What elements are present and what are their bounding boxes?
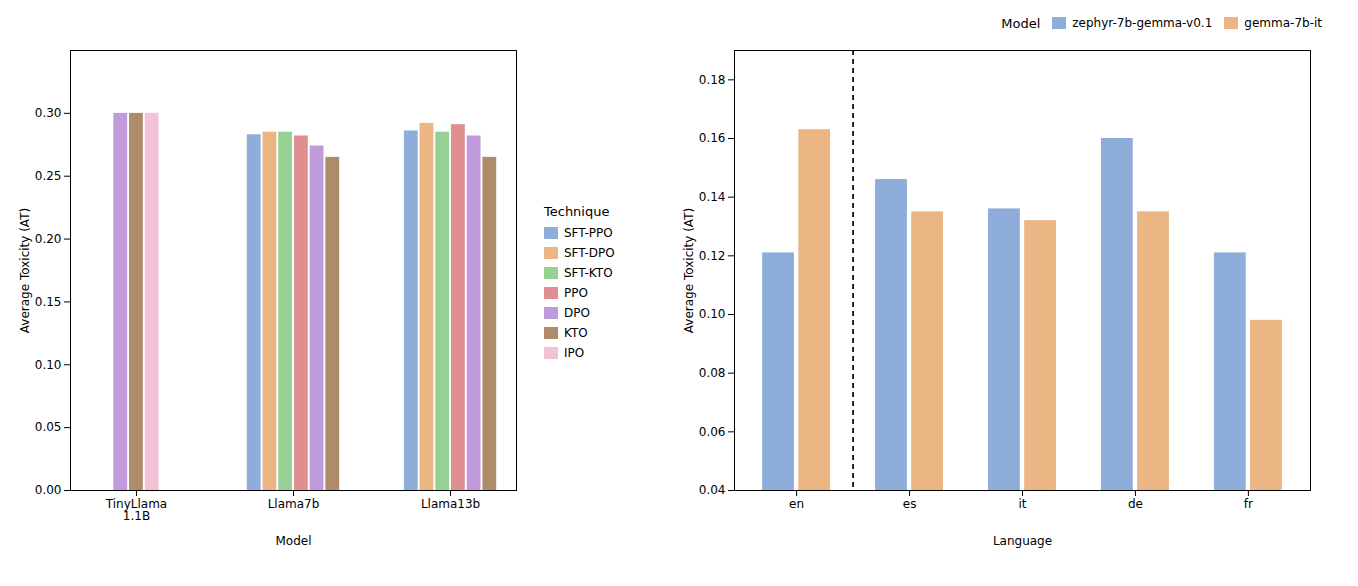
html-text:Model: Model (1001, 15, 1041, 31)
html-text:PPO: PPO (564, 285, 588, 300)
svg-text:0.30: 0.30 (35, 106, 62, 120)
svg-text:0.06: 0.06 (699, 425, 726, 439)
svg-text:0.12: 0.12 (699, 249, 726, 263)
svg-text:Model: Model (275, 534, 311, 548)
html-text:SFT-KTO: SFT-KTO (564, 265, 613, 280)
html-text:SFT-PPO: SFT-PPO (564, 225, 613, 240)
svg-text:0.18: 0.18 (699, 73, 726, 87)
svg-text:it: it (1018, 497, 1026, 511)
svg-text:0.04: 0.04 (699, 483, 726, 497)
svg-text:Llama7b: Llama7b (268, 497, 320, 511)
html-text:SFT-DPO: SFT-DPO (564, 245, 615, 260)
svg-text:Average Toxicity (AT): Average Toxicity (AT) (682, 208, 696, 333)
svg-text:0.00: 0.00 (35, 483, 62, 497)
html-text:Technique: Technique (544, 203, 610, 219)
svg-text:0.25: 0.25 (35, 169, 62, 183)
svg-text:fr: fr (1244, 497, 1253, 511)
svg-text:0.10: 0.10 (699, 307, 726, 321)
svg-text:Language: Language (993, 534, 1052, 548)
html-text:gemma-7b-it: gemma-7b-it (1244, 16, 1322, 30)
svg-text:0.20: 0.20 (35, 232, 62, 246)
svg-text:0.10: 0.10 (35, 358, 62, 372)
html-text:IPO: IPO (564, 345, 585, 360)
svg-text:Llama13b: Llama13b (421, 497, 480, 511)
svg-text:Average Toxicity (AT): Average Toxicity (AT) (18, 208, 32, 333)
svg-text:0.16: 0.16 (699, 131, 726, 145)
html-text:KTO: KTO (564, 325, 588, 340)
svg-text:de: de (1128, 497, 1143, 511)
svg-text:0.08: 0.08 (699, 366, 726, 380)
svg-text:en: en (789, 497, 804, 511)
svg-text:TinyLlama1.1B: TinyLlama1.1B (105, 497, 167, 523)
html-text:zephyr-7b-gemma-v0.1: zephyr-7b-gemma-v0.1 (1072, 16, 1213, 30)
svg-text:0.14: 0.14 (699, 190, 726, 204)
svg-text:0.15: 0.15 (35, 295, 62, 309)
html-text:DPO: DPO (564, 305, 590, 320)
svg-text:0.05: 0.05 (35, 420, 62, 434)
svg-text:es: es (903, 497, 917, 511)
